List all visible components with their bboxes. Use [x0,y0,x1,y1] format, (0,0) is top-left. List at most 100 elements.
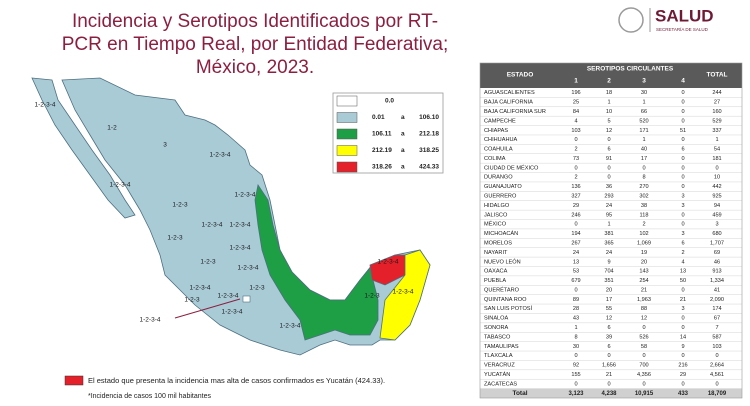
header-serotype: 2 [607,78,611,85]
cell-state: VERACRUZ [484,363,515,369]
map-label: 3 [163,142,167,149]
table-header-bg [480,63,742,88]
cell-value: 30 [573,344,579,350]
cell-value: 0 [715,165,718,171]
cell-value: 73 [573,156,579,162]
map-label: 1-2-3-4 [218,293,239,300]
map: 1-2-3-4 1-2 3 1-2-3-4 1-2-3-4 1-2-3 1-2-… [31,77,431,356]
cell-value: 0 [681,353,684,359]
cell-value: 118 [640,212,649,218]
cell-value: 0 [642,325,645,331]
legend-to: 318.25 [419,147,439,154]
cell-value: 365 [604,240,613,246]
cell-value: 66 [641,109,647,115]
cell-value: 0 [681,287,684,293]
cell-value: 1 [642,137,645,143]
cell-value: 913 [712,269,721,275]
cell-value: 0 [681,156,684,162]
cell-value: 0 [574,222,577,228]
cell-value: 0 [681,212,684,218]
total-value: 4,238 [601,391,617,397]
highlight-note: El estado que presenta la incidencia mas… [88,376,385,385]
cell-value: 267 [571,240,580,246]
map-label: 1-2 [107,125,117,132]
cell-value: 136 [571,184,580,190]
cell-state: MÉXICO [484,221,507,228]
cell-value: 704 [604,269,613,275]
logo-subtitle: SECRETARÍA DE SALUD [656,26,709,32]
cell-value: 103 [712,344,721,350]
cell-state: TLAXCALA [484,353,513,359]
cell-value: 0 [681,100,684,106]
cell-value: 1 [574,325,577,331]
cell-value: 41 [714,287,720,293]
cell-value: 6 [607,325,610,331]
legend-connector: a [401,131,405,138]
cell-value: 21 [641,287,647,293]
cell-value: 0 [715,381,718,387]
cell-value: 0 [681,325,684,331]
cell-value: 6 [681,240,684,246]
cell-state: AGUASCALIENTES [484,90,535,96]
cell-value: 351 [604,278,613,284]
cell-value: 24 [606,250,612,256]
cell-value: 21 [680,297,686,303]
cell-state: HIDALGO [484,203,510,209]
cell-value: 84 [573,109,579,115]
cell-value: 95 [606,212,612,218]
legend-connector: a [401,114,405,121]
cell-value: 4 [574,118,577,124]
cell-value: 8 [574,334,577,340]
cell-value: 27 [714,100,720,106]
cell-value: 6 [681,147,684,153]
cell-value: 43 [573,316,579,322]
cell-value: 0 [642,353,645,359]
cell-value: 244 [712,90,721,96]
cell-value: 51 [680,128,686,134]
cell-value: 171 [639,128,648,134]
cell-value: 679 [571,278,580,284]
legend-to: 424.33 [419,164,439,171]
footnotes: El estado que presenta la incidencia mas… [64,375,385,400]
cell-value: 529 [712,118,721,124]
cell-value: 91 [606,156,612,162]
cell-value: 293 [604,194,613,200]
cell-state: MORELOS [484,240,512,246]
cell-value: 0 [681,90,684,96]
quintana-roo [379,249,431,341]
cell-state: GUANAJUATO [484,184,522,190]
cell-value: 17 [641,156,647,162]
cell-value: 0 [681,381,684,387]
cell-value: 38 [641,203,647,209]
title-line: Incidencia y Serotipos Identificados por… [72,11,438,32]
map-label: 1-2-3 [364,293,380,300]
map-label: 1-2-3-4 [235,192,256,199]
cell-state: QUERÉTARO [484,286,520,293]
cell-value: 94 [714,203,720,209]
cell-value: 1,334 [710,278,724,284]
map-label: 1-2-3-4 [190,285,211,292]
cell-value: 459 [712,212,721,218]
cell-value: 36 [606,184,612,190]
cell-value: 19 [641,250,647,256]
cell-value: 925 [712,194,721,200]
cell-state: MICHOACÁN [484,230,518,237]
cell-value: 88 [641,306,647,312]
cell-value: 17 [606,297,612,303]
logo-name: SALUD [655,6,714,25]
cell-state: QUINTANA ROO [484,297,527,303]
cell-value: 196 [571,90,580,96]
cell-value: 160 [712,109,721,115]
cell-value: 0 [607,381,610,387]
total-label: Total [512,390,527,397]
cell-value: 0 [607,165,610,171]
cell-value: 0 [642,165,645,171]
cell-value: 20 [606,287,612,293]
legend-from: 106.11 [372,131,392,138]
legend-swatch [336,161,358,173]
total-value: 3,123 [568,391,584,397]
cell-value: 194 [571,231,580,237]
cell-value: 4,561 [710,372,724,378]
cell-value: 0 [607,175,610,181]
